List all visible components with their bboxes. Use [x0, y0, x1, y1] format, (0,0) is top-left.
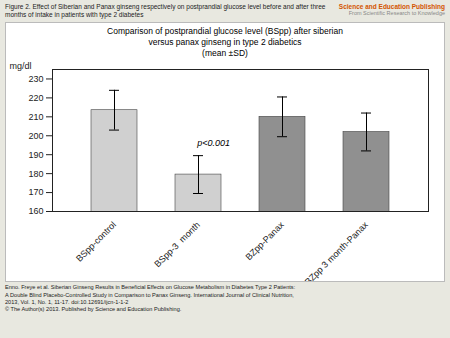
html-text:Science and Education Publishi: Science and Education Publishing [338, 3, 445, 10]
svg-text:BSpp-control: BSpp-control [74, 220, 118, 264]
svg-text:180: 180 [28, 169, 43, 179]
svg-text:190: 190 [28, 150, 43, 160]
html-text:versus panax ginseng in type 2: versus panax ginseng in type 2 diabetics [148, 37, 302, 48]
svg-text:220: 220 [28, 93, 43, 103]
svg-text:BZpp-Panax: BZpp-Panax [244, 220, 287, 263]
svg-text:mg/dl: mg/dl [10, 61, 32, 71]
html-text:Figure 2. Effect of Siberian a: Figure 2. Effect of Siberian and Panax g… [5, 3, 326, 19]
svg-text:BZpp 3 month-Panax: BZpp 3 month-Panax [303, 220, 371, 282]
svg-text:BSpp-3 month: BSpp-3 month [152, 220, 202, 270]
html-text:Enno. Freye et al. Siberian Gi: Enno. Freye et al. Siberian Ginseng Resu… [5, 284, 296, 313]
html-text:From Scientific Research to Kn: From Scientific Research to Knowledge [348, 10, 445, 16]
svg-text:200: 200 [28, 131, 43, 141]
svg-text:170: 170 [28, 188, 43, 198]
html-text:Comparison of postprandial glu: Comparison of postprandial glucose level… [107, 26, 343, 37]
svg-text:p<0.001: p<0.001 [196, 139, 230, 149]
html-text:(mean ±SD): (mean ±SD) [202, 48, 248, 59]
svg-text:160: 160 [28, 207, 43, 217]
svg-text:210: 210 [28, 112, 43, 122]
svg-text:230: 230 [28, 74, 43, 84]
